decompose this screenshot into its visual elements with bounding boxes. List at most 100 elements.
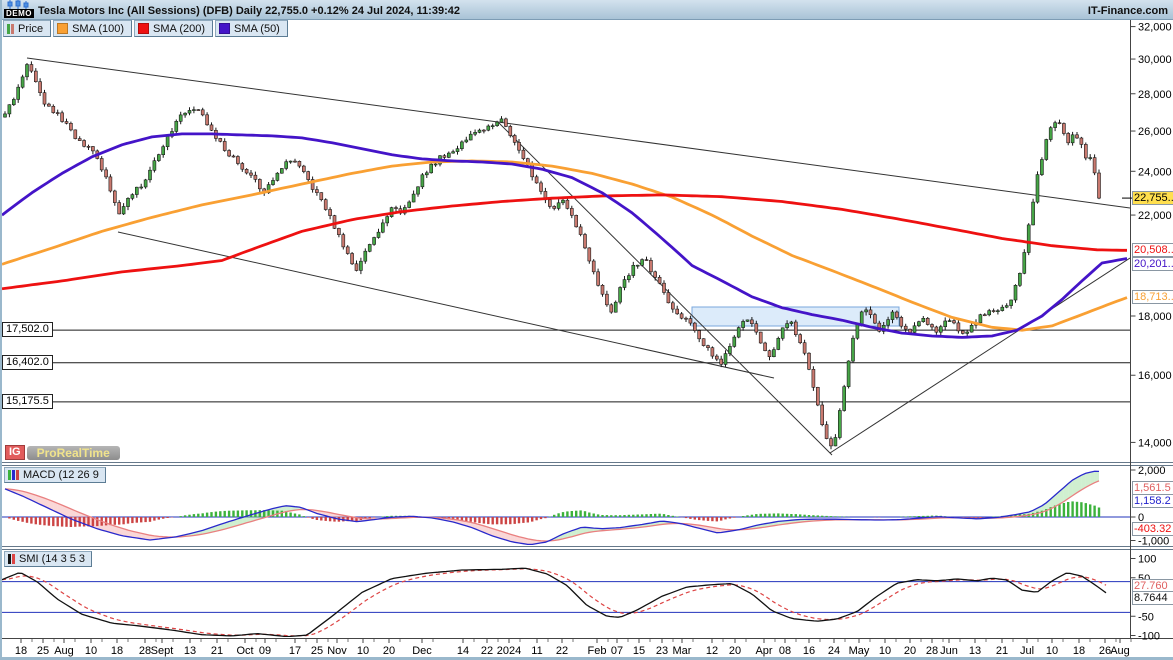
candle — [679, 313, 684, 319]
x-axis-label: Apr — [755, 645, 772, 657]
x-axis-label: Nov — [327, 645, 347, 657]
macd-histogram-bar — [500, 517, 503, 525]
x-axis-label: 21 — [996, 645, 1008, 657]
macd-histogram-bar — [372, 517, 376, 518]
candle — [1040, 159, 1044, 175]
legend-price-label: Price — [18, 22, 44, 35]
candle — [1035, 174, 1040, 203]
macd-histogram-bar — [482, 517, 486, 524]
x-axis-label: Dec — [412, 645, 432, 657]
smi-signal-line — [2, 568, 1107, 637]
legend-sma50-label: SMA (50) — [234, 22, 280, 35]
y-axis-label: 14,000 — [1138, 437, 1172, 449]
candle — [798, 334, 803, 344]
candle — [455, 148, 460, 152]
macd-histogram-bar — [289, 512, 292, 517]
macd-histogram-bar — [118, 517, 121, 525]
macd-histogram-bar — [350, 517, 354, 522]
macd-histogram-bar — [333, 517, 336, 522]
candle — [424, 172, 429, 176]
x-axis-label: 11 — [531, 645, 542, 657]
macd-histogram-bar — [324, 517, 327, 521]
candle — [657, 276, 662, 284]
smi-line — [2, 567, 1107, 637]
candle — [385, 216, 390, 224]
x-axis-label: 2024 — [497, 645, 521, 657]
candle — [846, 360, 851, 387]
smi-legend-label: SMI (14 3 5 3 — [19, 553, 86, 565]
macd-histogram-bar — [1009, 515, 1013, 517]
macd-histogram-bar — [922, 515, 925, 517]
macd-histogram-bar — [1080, 502, 1083, 517]
candle — [38, 81, 42, 93]
y-axis-label: -1,000 — [1138, 536, 1169, 548]
macd-histogram-bar — [930, 515, 934, 517]
macd-panel[interactable] — [2, 470, 1130, 545]
candle — [706, 345, 710, 349]
macd-histogram-bar — [974, 517, 978, 518]
macd-histogram-bar — [645, 514, 648, 517]
x-axis-label: May — [849, 645, 870, 657]
macd-histogram-bar — [52, 517, 55, 527]
candle — [512, 135, 517, 143]
candle — [183, 112, 187, 116]
x-axis-label: 13 — [184, 645, 196, 657]
brand-label: IT-Finance.com — [1087, 5, 1168, 17]
smi-panel[interactable] — [2, 567, 1130, 637]
y-axis-label: 100 — [1138, 554, 1156, 566]
candle — [609, 304, 614, 313]
macd-histogram-bar — [829, 516, 833, 517]
y-axis-label: 26,000 — [1138, 126, 1172, 138]
candle — [600, 284, 605, 295]
candle — [723, 353, 728, 365]
price-panel[interactable] — [2, 57, 1130, 456]
candle — [161, 146, 165, 155]
candle — [1057, 122, 1062, 124]
legend-sma100[interactable]: SMA (100) — [53, 20, 133, 37]
candle — [236, 156, 240, 164]
candle — [820, 404, 825, 426]
legend-sma50[interactable]: SMA (50) — [215, 20, 288, 37]
candle — [51, 106, 56, 113]
candle — [965, 331, 970, 334]
x-axis-label: Sept — [151, 645, 174, 657]
macd-histogram-bar — [386, 516, 389, 517]
macd-histogram-bar — [188, 514, 191, 517]
candle — [257, 179, 262, 190]
macd-legend-chip[interactable]: MACD (12 26 9 — [4, 467, 106, 483]
candle — [126, 198, 130, 207]
candle — [908, 328, 912, 333]
macd-histogram-bar — [69, 517, 73, 527]
candle — [943, 320, 948, 327]
macd-histogram-bar — [755, 514, 758, 517]
smi-legend-chip[interactable]: SMI (14 3 5 3 — [4, 551, 93, 567]
candle — [279, 168, 284, 174]
candle — [802, 342, 807, 354]
candle — [776, 337, 781, 350]
macd-histogram-bar — [192, 514, 196, 517]
macd-histogram-bar — [654, 513, 657, 517]
candle — [306, 171, 311, 180]
macd-histogram-bar — [1049, 507, 1052, 517]
candle — [701, 338, 706, 346]
candle — [613, 301, 618, 313]
candle — [987, 310, 992, 316]
macd-histogram-bar — [293, 513, 297, 517]
level-label-15175: 15,175.5 — [2, 394, 53, 409]
macd-histogram-bar — [104, 517, 108, 526]
candle — [297, 161, 302, 167]
macd-signal-tag: 1,561.5 — [1132, 481, 1173, 495]
candle — [460, 141, 464, 149]
candle — [227, 150, 231, 157]
candle — [1013, 284, 1018, 301]
x-axis-label: 23 — [656, 645, 668, 657]
candle — [644, 259, 649, 261]
legend-price[interactable]: Price — [3, 20, 52, 37]
candle — [196, 109, 201, 111]
macd-histogram-bar — [153, 517, 156, 521]
candle — [978, 314, 983, 324]
legend-sma200[interactable]: SMA (200) — [134, 20, 213, 37]
candle — [917, 321, 921, 327]
